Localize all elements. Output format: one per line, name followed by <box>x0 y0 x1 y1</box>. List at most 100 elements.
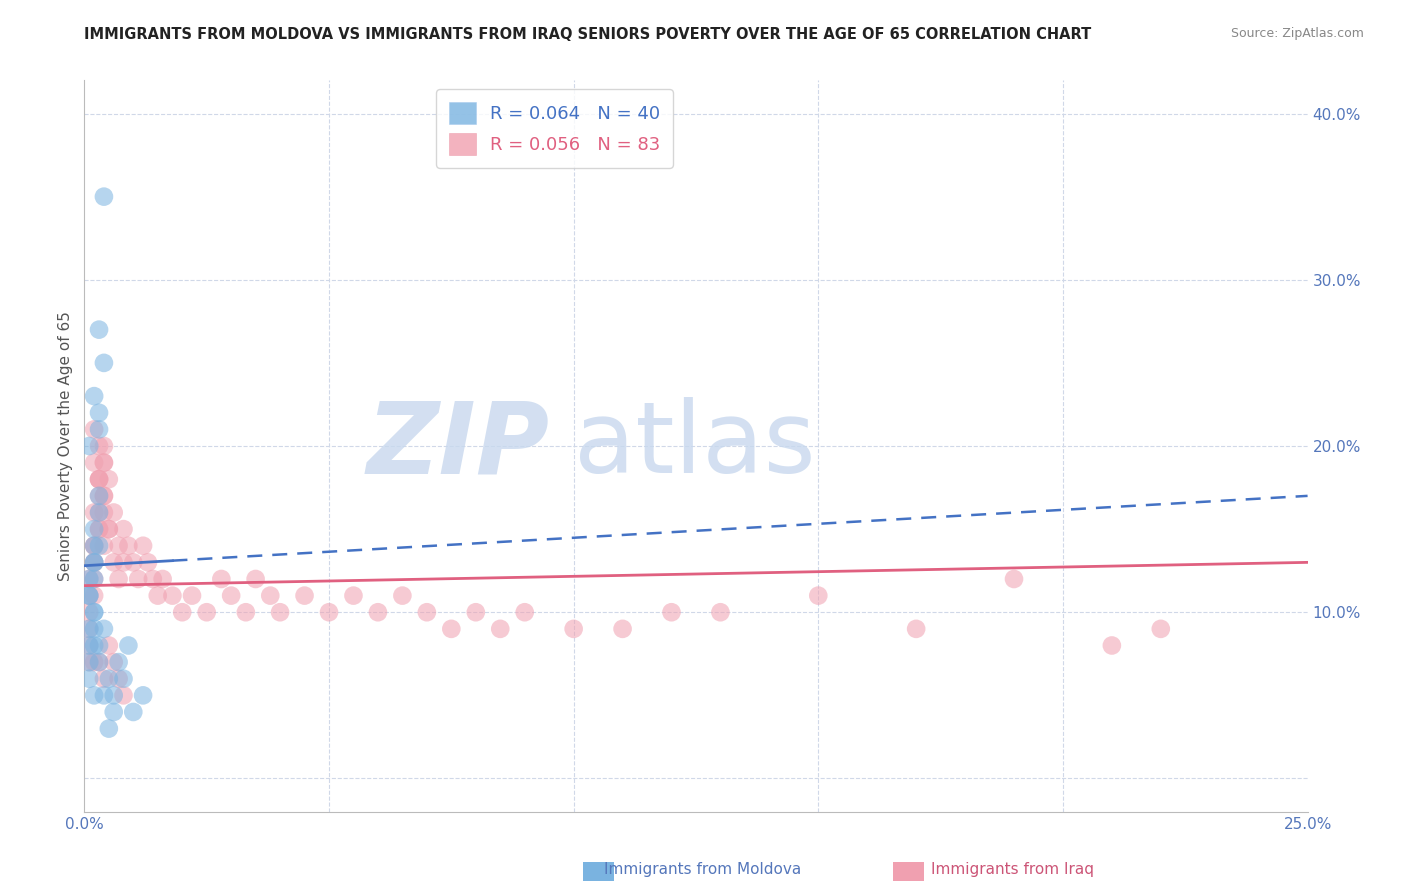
Point <box>87 422 110 436</box>
Point <box>83 555 105 569</box>
Point <box>87 489 110 503</box>
Point <box>661 605 683 619</box>
Point <box>97 722 120 736</box>
Point <box>83 572 105 586</box>
Y-axis label: Seniors Poverty Over the Age of 65: Seniors Poverty Over the Age of 65 <box>58 311 73 581</box>
Text: Source: ZipAtlas.com: Source: ZipAtlas.com <box>1230 27 1364 40</box>
Text: atlas: atlas <box>574 398 815 494</box>
Point <box>93 622 115 636</box>
Point <box>93 539 115 553</box>
Point <box>235 605 257 619</box>
Point <box>1101 639 1123 653</box>
Point <box>83 456 105 470</box>
Point <box>172 605 194 619</box>
Point <box>87 439 110 453</box>
Text: IMMIGRANTS FROM MOLDOVA VS IMMIGRANTS FROM IRAQ SENIORS POVERTY OVER THE AGE OF : IMMIGRANTS FROM MOLDOVA VS IMMIGRANTS FR… <box>84 27 1091 42</box>
Point <box>489 622 512 636</box>
Point <box>612 622 634 636</box>
Point <box>83 555 105 569</box>
Point <box>709 605 731 619</box>
Point <box>103 655 125 669</box>
Point <box>87 406 110 420</box>
Point <box>87 323 110 337</box>
Point <box>77 589 100 603</box>
Point <box>107 672 129 686</box>
Point <box>132 539 155 553</box>
Point <box>77 655 100 669</box>
Point <box>97 672 120 686</box>
Point <box>93 189 115 203</box>
Point <box>77 639 100 653</box>
Point <box>87 539 110 553</box>
Point <box>77 672 100 686</box>
Point <box>93 489 115 503</box>
Point <box>83 539 105 553</box>
Text: ZIP: ZIP <box>366 398 550 494</box>
Point <box>97 639 120 653</box>
Legend: R = 0.064   N = 40, R = 0.056   N = 83: R = 0.064 N = 40, R = 0.056 N = 83 <box>436 89 673 168</box>
Point <box>807 589 830 603</box>
Point <box>122 705 145 719</box>
Point <box>83 689 105 703</box>
Point <box>93 439 115 453</box>
Text: Immigrants from Moldova: Immigrants from Moldova <box>605 863 801 877</box>
Point <box>87 522 110 536</box>
Point <box>93 489 115 503</box>
Point <box>87 472 110 486</box>
Point <box>77 655 100 669</box>
Point <box>83 422 105 436</box>
Point <box>245 572 267 586</box>
Point <box>87 489 110 503</box>
Point <box>122 555 145 569</box>
Point <box>97 522 120 536</box>
Point <box>83 539 105 553</box>
Point <box>162 589 184 603</box>
Point <box>146 589 169 603</box>
Point <box>117 539 139 553</box>
Point <box>562 622 585 636</box>
Point <box>93 672 115 686</box>
Point <box>87 655 110 669</box>
Point <box>93 506 115 520</box>
Point <box>77 589 100 603</box>
Point <box>127 572 149 586</box>
Point <box>77 605 100 619</box>
Point <box>83 539 105 553</box>
Point <box>93 356 115 370</box>
Point <box>152 572 174 586</box>
Point <box>367 605 389 619</box>
Point <box>112 555 135 569</box>
Point <box>269 605 291 619</box>
Point <box>117 639 139 653</box>
Point <box>83 389 105 403</box>
Point <box>464 605 486 619</box>
Point <box>416 605 439 619</box>
Point <box>83 589 105 603</box>
Point <box>83 639 105 653</box>
Point <box>97 522 120 536</box>
Point <box>112 672 135 686</box>
Point <box>93 689 115 703</box>
Point <box>209 572 232 586</box>
Point <box>103 705 125 719</box>
Point <box>103 506 125 520</box>
Point <box>87 655 110 669</box>
Point <box>107 539 129 553</box>
Point <box>219 589 242 603</box>
Point <box>77 622 100 636</box>
Point <box>107 655 129 669</box>
Point <box>103 689 125 703</box>
Point <box>83 506 105 520</box>
Point <box>259 589 281 603</box>
Point <box>1150 622 1173 636</box>
Point <box>87 506 110 520</box>
Point <box>136 555 159 569</box>
Point <box>905 622 928 636</box>
Point <box>342 589 364 603</box>
Point <box>107 572 129 586</box>
Point <box>77 572 100 586</box>
Point <box>83 605 105 619</box>
Point <box>103 555 125 569</box>
Point <box>87 506 110 520</box>
Point <box>83 555 105 569</box>
